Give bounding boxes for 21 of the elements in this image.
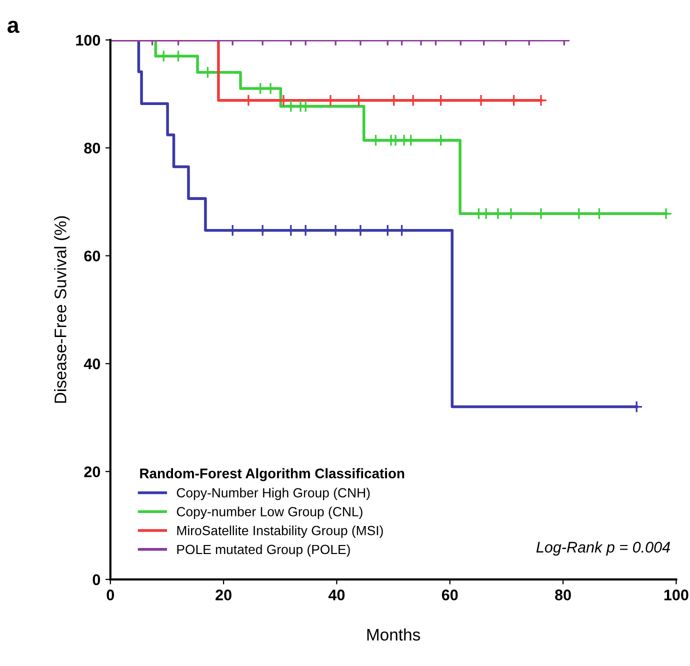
legend-label: POLE mutated Group (POLE)	[177, 544, 350, 557]
legend-title: Random-Forest Algorithm Classification	[140, 468, 404, 482]
legend-label: MiroSatellite Instability Group (MSI)	[177, 526, 383, 538]
legend-label: Copy-Number High Group (CNH)	[176, 488, 370, 500]
text: a	[8, 20, 20, 33]
x-tick-label: 80	[555, 590, 571, 600]
x-axis-title: Months	[367, 628, 420, 641]
y-tick-label: 80	[84, 142, 100, 154]
y-tick-label: 40	[84, 358, 100, 370]
annotation: Log-Rank p = 0.004	[536, 541, 670, 556]
x-tick-label: 60	[442, 590, 458, 600]
legend-label: Copy-number Low Group (CNL)	[176, 506, 362, 519]
y-tick-label: 0	[92, 574, 100, 586]
y-axis-title: Disease-Free Suvival (%)	[54, 216, 70, 403]
x-tick-label: 20	[216, 590, 232, 600]
y-tick-label: 100	[76, 34, 100, 46]
y-tick-label: 60	[84, 250, 100, 262]
y-tick-label: 20	[84, 466, 100, 478]
x-tick-label: 0	[106, 590, 114, 600]
x-tick-label: 100	[664, 590, 688, 600]
x-tick-label: 40	[328, 590, 345, 600]
